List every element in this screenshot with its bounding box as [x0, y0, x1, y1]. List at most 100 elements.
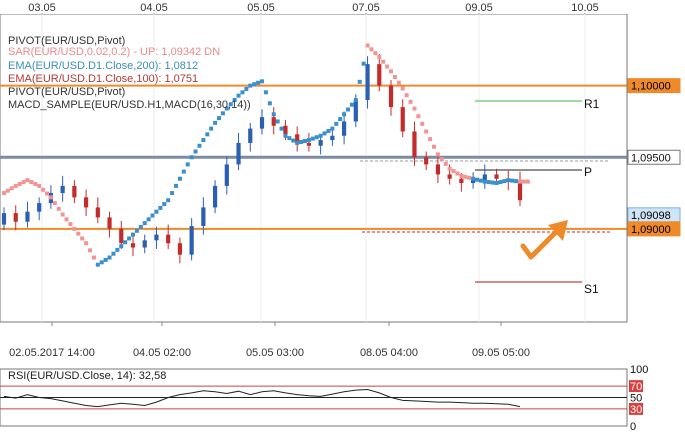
sar-dot	[52, 201, 57, 206]
sar-dot	[275, 119, 280, 124]
sar-dot	[346, 107, 350, 112]
sar-dot	[299, 139, 304, 144]
time-axis-label: 02.05.2017 14:00	[9, 347, 95, 359]
price-tag-label: 1,09500	[631, 152, 671, 164]
candle-body	[107, 217, 112, 229]
top-axis-strip	[0, 0, 685, 14]
candle	[212, 180, 218, 214]
sar-dot	[150, 213, 155, 218]
sar-dot	[478, 178, 483, 183]
indicator-label-pivot: PIVOT(EUR/USD,Pivot)	[8, 86, 125, 98]
candle-body	[259, 117, 265, 129]
forecast-arrow-line	[520, 225, 563, 260]
candle	[248, 122, 253, 152]
rsi-tick: 50	[630, 393, 642, 405]
sar-dot	[310, 136, 315, 141]
sar-dot	[525, 179, 530, 184]
price-tag-box	[627, 221, 681, 237]
sar-dot	[502, 179, 507, 184]
candle-body	[248, 128, 253, 143]
sar-dot	[107, 255, 112, 260]
candle	[201, 197, 206, 235]
sar-dot	[197, 143, 202, 148]
sar-dot	[201, 138, 206, 143]
sar-dot	[244, 86, 249, 91]
sar-dot	[29, 180, 34, 185]
sar-dot	[494, 181, 499, 186]
sar-dot	[146, 217, 151, 222]
time-axis-label: 04.05 02:00	[133, 347, 191, 359]
candle	[72, 180, 77, 204]
candle-body	[1, 213, 7, 225]
sar-dot	[443, 161, 448, 166]
candle-body	[517, 181, 523, 201]
rsi-title: RSI(EUR/USD.Close, 14): 32,58	[8, 370, 166, 382]
top-date-label: 10.05	[571, 2, 599, 14]
sar-dot	[353, 97, 358, 102]
rsi-tick: 100	[630, 364, 648, 376]
sar-dot	[361, 61, 366, 66]
sar-dot	[134, 228, 139, 233]
sar-dot	[330, 126, 335, 131]
sar-dot	[209, 126, 214, 131]
sar-dot	[213, 120, 218, 125]
sar-dot	[72, 226, 77, 231]
sar-dot	[88, 248, 92, 253]
level-label-p: P	[584, 165, 592, 179]
sar-dot	[459, 173, 464, 178]
rsi-tick-label: 70	[630, 381, 642, 393]
candle-body	[482, 174, 487, 181]
sar-dot	[260, 79, 264, 84]
sar-dot	[21, 180, 26, 185]
candle-body	[177, 243, 183, 255]
candle-body	[400, 107, 405, 132]
candle	[435, 156, 441, 184]
sar-dot	[342, 112, 347, 117]
candle	[1, 207, 7, 231]
candle	[60, 175, 65, 202]
sar-dot	[76, 231, 81, 236]
candle-body	[72, 185, 77, 198]
sar-dot	[318, 133, 323, 138]
candle	[236, 132, 241, 171]
price-tag-box	[627, 149, 681, 165]
sar-dot	[224, 106, 229, 111]
sar-dot	[2, 191, 6, 196]
sar-dot	[95, 262, 100, 267]
candle-body	[283, 125, 288, 135]
candle-body	[201, 207, 206, 227]
forecast-arrow-head	[548, 220, 568, 241]
sar-dot	[314, 135, 319, 140]
sar-dot	[475, 177, 479, 182]
price-tag-label: 1,10000	[631, 81, 671, 93]
sar-dot	[447, 166, 452, 171]
sar-dot	[435, 152, 440, 157]
rsi-tick-bg	[629, 402, 643, 415]
candle-body	[189, 226, 194, 255]
sar-dot	[48, 195, 53, 200]
price-tag: 1,10000	[627, 78, 681, 94]
candle-body	[13, 213, 18, 222]
sar-dot	[369, 47, 374, 52]
candle-body	[25, 211, 30, 222]
sar-dot	[486, 180, 491, 185]
sar-dot	[412, 106, 417, 111]
level-label-r1: R1	[584, 97, 600, 111]
candle	[25, 201, 30, 228]
top-date-label: 04.05	[140, 2, 168, 14]
time-axis-label: 09.05 05:00	[472, 347, 530, 359]
candle-body	[37, 203, 42, 212]
sar-dot	[267, 101, 272, 106]
indicator-label-ema200: EMA(EUR/USD.D1.Close,200): 1,0812	[8, 60, 198, 72]
candle-body	[435, 164, 441, 175]
sar-dot	[5, 188, 10, 193]
candle-body	[459, 178, 464, 184]
candle-body	[377, 64, 382, 86]
sar-dot	[432, 144, 436, 149]
candle	[424, 151, 429, 171]
sar-dot	[248, 83, 253, 88]
sar-dot	[99, 260, 104, 265]
sar-dot	[103, 257, 108, 262]
